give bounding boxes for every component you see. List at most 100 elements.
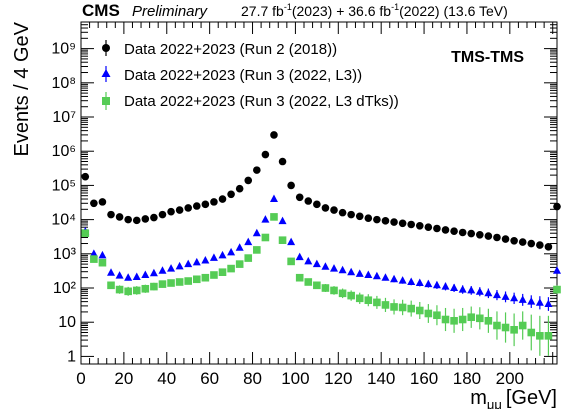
data-point (132, 272, 141, 280)
data-point (467, 229, 476, 238)
data-point (492, 290, 501, 299)
data-point (141, 270, 150, 279)
circle-marker-icon (102, 44, 110, 52)
data-point (269, 194, 278, 203)
data-point (493, 233, 501, 242)
data-point (244, 254, 253, 262)
data-point (90, 199, 98, 208)
data-point (364, 214, 373, 222)
data-point (381, 273, 390, 281)
data-point (372, 271, 381, 280)
x-tick-label: 0 (76, 369, 85, 388)
data-point (347, 291, 355, 300)
data-point (501, 292, 510, 300)
data-point (424, 279, 433, 288)
data-point (398, 219, 407, 228)
data-point (424, 309, 433, 318)
data-point (295, 193, 304, 202)
data-point (304, 278, 313, 286)
data-point (141, 284, 150, 293)
data-point (475, 287, 484, 295)
data-point (167, 207, 175, 216)
data-point (141, 215, 150, 223)
data-point (432, 280, 441, 289)
y-tick-label: 10 (58, 314, 76, 331)
data-point (235, 243, 244, 251)
data-point (390, 218, 398, 226)
data-point (484, 232, 493, 240)
data-point (167, 279, 175, 287)
data-point (244, 237, 253, 246)
x-tick-label: 40 (157, 369, 176, 388)
data-point (201, 255, 210, 264)
data-point (184, 277, 193, 285)
data-point (90, 255, 98, 263)
data-point (458, 228, 467, 237)
data-point (158, 280, 167, 288)
x-axis-title: mμμ [GeV] (470, 387, 557, 409)
data-point (227, 190, 235, 199)
data-point (132, 216, 141, 225)
data-point (527, 239, 536, 248)
data-point (115, 285, 124, 294)
legend: Data 2022+2023 (Run 2 (2018)) Data 2022+… (101, 40, 399, 110)
data-point (553, 266, 561, 274)
data-point (175, 261, 184, 270)
y-tick-label: 1 (67, 348, 76, 365)
data-point (330, 286, 338, 295)
data-point (150, 282, 158, 291)
data-point (355, 269, 364, 277)
data-point (450, 283, 459, 292)
data-point (433, 311, 441, 320)
data-point (338, 265, 347, 274)
data-point (158, 210, 167, 219)
data-point (355, 294, 364, 303)
data-point (287, 237, 296, 246)
data-point (252, 228, 261, 237)
legend-label-run3-dtks: Data 2022+2023 (Run 3 (2022, L3 dTks)) (124, 93, 399, 110)
status-label: Preliminary (132, 3, 209, 20)
data-point (338, 208, 347, 217)
data-point (218, 195, 227, 203)
data-point (501, 323, 510, 332)
data-point (235, 260, 244, 268)
data-point (510, 237, 518, 245)
data-point (124, 273, 133, 281)
data-point (458, 285, 467, 293)
data-point (441, 282, 450, 290)
data-point (518, 295, 527, 303)
x-tick-label: 200 (496, 369, 524, 388)
data-point (149, 268, 158, 277)
data-point (184, 259, 193, 268)
data-point (184, 204, 193, 212)
data-point (467, 285, 476, 294)
data-point (287, 181, 295, 190)
data-point (415, 221, 424, 230)
x-tick-label: 60 (200, 369, 219, 388)
data-point (295, 273, 304, 282)
data-point (304, 256, 313, 265)
data-point (330, 206, 338, 214)
y-tick-label: 10² (53, 280, 77, 297)
data-point (544, 243, 553, 251)
data-point (150, 213, 158, 222)
data-point (167, 264, 176, 272)
y-tick-labels: 1 10 10² 10³ 10⁴ 10⁵ 10⁶ 10⁷ 10⁸ 10⁹ (51, 41, 76, 366)
data-point (313, 200, 321, 209)
data-point (415, 306, 424, 315)
data-point (458, 315, 467, 324)
data-point (390, 274, 399, 283)
y-tick-label: 10⁵ (52, 177, 76, 194)
data-point (209, 253, 218, 261)
data-point (98, 250, 107, 259)
square-marker-icon (102, 97, 110, 105)
x-tick-label: 80 (243, 369, 262, 388)
data-point (415, 278, 424, 287)
data-point (312, 259, 321, 268)
x-tick-labels: 0 20 40 60 80 100 120 140 160 180 200 (76, 369, 524, 388)
category-tag: TMS-TMS (451, 49, 524, 66)
data-point (253, 166, 261, 174)
data-point (253, 246, 261, 254)
data-point (175, 206, 184, 214)
data-point (373, 215, 381, 224)
